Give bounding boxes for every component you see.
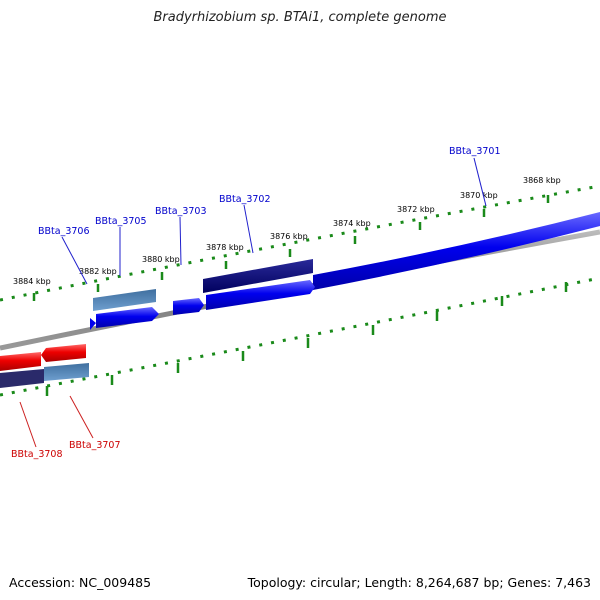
gene-bbta-3708[interactable]	[0, 352, 41, 371]
ruler-label-3878: 3878 kbp	[206, 243, 244, 252]
leader-bbta-3701	[473, 157, 487, 207]
ruler-label-3872: 3872 kbp	[397, 205, 435, 214]
ruler-label-3874: 3874 kbp	[333, 219, 371, 228]
gene-bbta-3705[interactable]	[96, 307, 159, 328]
gene-label-bbta-3701[interactable]: BBta_3701	[449, 146, 501, 157]
inner-major-ticks	[45, 282, 568, 396]
gene-label-bbta-3703[interactable]: BBta_3703	[155, 206, 207, 217]
leader-bbta-3703	[179, 216, 182, 266]
gene-bbta-3702-track[interactable]	[203, 259, 313, 293]
forward-genes	[90, 212, 600, 330]
leader-bbta-3707	[69, 395, 94, 439]
ruler-label-3870: 3870 kbp	[460, 191, 498, 200]
gene-bbta-3701[interactable]	[313, 212, 600, 290]
ruler-label-3880: 3880 kbp	[142, 255, 180, 264]
leader-bbta-3708	[19, 401, 37, 448]
ruler-label-3882: 3882 kbp	[79, 267, 117, 276]
accession-text: Accession: NC_009485	[9, 575, 152, 590]
leader-bbta-3702	[243, 204, 254, 254]
gene-label-bbta-3707[interactable]: BBta_3707	[69, 440, 121, 451]
gene-bbta-3708-track[interactable]	[0, 369, 44, 388]
gene-label-bbta-3702[interactable]: BBta_3702	[219, 194, 271, 205]
gene-bbta-3706[interactable]	[90, 318, 96, 330]
scale-ring-outer	[0, 184, 600, 302]
gene-bbta-3703[interactable]	[173, 298, 204, 315]
gene-label-bbta-3705[interactable]: BBta_3705	[95, 216, 147, 227]
leader-bbta-3706	[61, 236, 88, 285]
map-title: Bradyrhizobium sp. BTAi1, complete genom…	[153, 10, 447, 25]
scale-ring-inner	[0, 276, 600, 397]
gene-bbta-3702-forward[interactable]	[206, 280, 315, 310]
gene-label-bbta-3708[interactable]: BBta_3708	[11, 449, 63, 460]
genome-summary-text: Topology: circular; Length: 8,264,687 bp…	[247, 575, 591, 590]
ruler-label-3884: 3884 kbp	[13, 277, 51, 286]
gene-bbta-3705-light[interactable]	[93, 289, 156, 311]
ruler-label-3876: 3876 kbp	[270, 232, 308, 241]
gene-bbta-3707[interactable]	[41, 344, 86, 362]
outer-major-ticks	[32, 195, 550, 301]
gene-label-bbta-3706[interactable]: BBta_3706	[38, 226, 90, 237]
gene-bbta-3707-track[interactable]	[44, 363, 89, 381]
reverse-genes	[0, 344, 89, 388]
ruler-label-3868: 3868 kbp	[523, 176, 561, 185]
